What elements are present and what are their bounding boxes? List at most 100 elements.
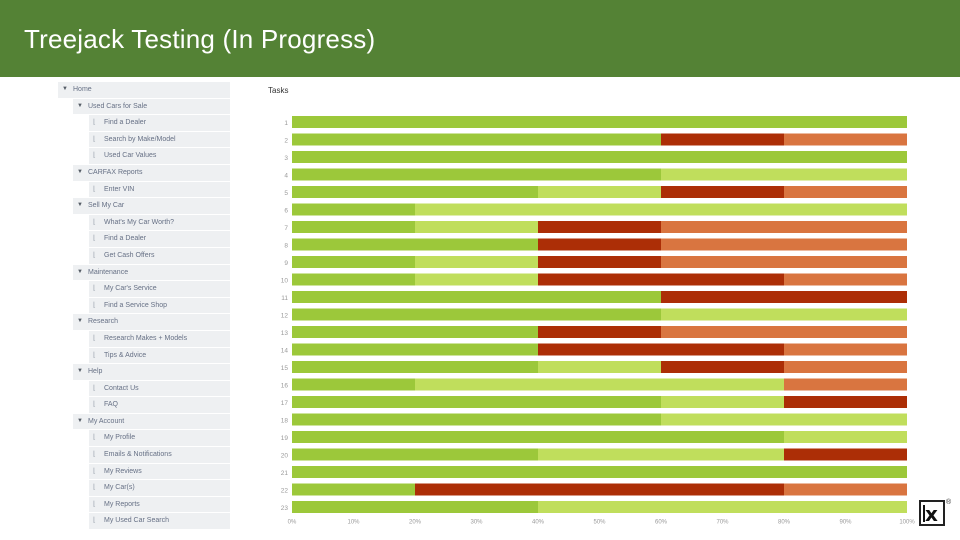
tree-leaf-row[interactable]: ⌊ Get Cash Offers: [89, 247, 230, 265]
tree-item-label: My Profile: [104, 434, 136, 442]
category-label: 11: [281, 295, 288, 302]
bar-segment: [784, 378, 907, 391]
ix-logo: x: [919, 500, 945, 526]
chevron-down-icon[interactable]: ▼: [77, 202, 83, 209]
chevron-down-icon[interactable]: ▼: [77, 368, 83, 375]
bar-segment: [292, 326, 538, 338]
bar-segment: [292, 396, 661, 408]
tree-folder-row[interactable]: ▼ CARFAX Reports: [73, 164, 230, 182]
tree-leaf-row[interactable]: ⌊ FAQ: [89, 397, 230, 414]
chevron-down-icon[interactable]: ▼: [77, 168, 83, 175]
leaf-icon: ⌊: [93, 500, 96, 508]
category-label: 1: [284, 120, 288, 127]
x-tick-label: 50%: [593, 520, 606, 526]
tree-leaf-row[interactable]: ⌊ Search by Make/Model: [89, 131, 230, 149]
tree-item-label: My Reports: [104, 500, 140, 508]
bar-segment: [292, 361, 538, 373]
bar-segment: [661, 308, 907, 321]
tree-item-label: Find a Dealer: [104, 119, 147, 127]
bar-segment: [538, 326, 661, 338]
bar-segment: [292, 168, 661, 181]
bar-segment: [784, 133, 907, 146]
chevron-down-icon[interactable]: ▼: [77, 318, 83, 325]
category-label: 2: [284, 138, 288, 145]
bar-segment: [661, 238, 907, 251]
bar-segment: [784, 186, 907, 198]
bar-segment: [292, 466, 907, 478]
bar-segment: [292, 483, 415, 496]
category-label: 5: [284, 190, 288, 197]
bar-segment: [661, 221, 907, 233]
tree-leaf-row[interactable]: ⌊ Enter VIN: [89, 181, 230, 199]
tree-folder-row[interactable]: ▼ Sell My Car: [73, 198, 230, 215]
tree-item-label: Find a Service Shop: [104, 301, 168, 309]
leaf-icon: ⌊: [93, 451, 96, 459]
chevron-down-icon[interactable]: ▼: [77, 417, 83, 424]
chevron-down-icon[interactable]: ▼: [77, 102, 83, 109]
tree-item-label: Research: [88, 318, 118, 326]
leaf-icon: ⌊: [93, 235, 96, 243]
tree-item-label: Contact Us: [104, 384, 139, 392]
tree-item-label: Tips & Advice: [104, 351, 147, 359]
tree-leaf-row[interactable]: ⌊ Find a Dealer: [89, 115, 230, 132]
leaf-icon: ⌊: [93, 384, 96, 392]
bar-segment: [784, 448, 907, 461]
x-tick-label: 10%: [347, 520, 360, 526]
bar-segment: [538, 273, 784, 286]
bar-segment: [784, 483, 907, 496]
x-tick-label: 80%: [778, 520, 791, 526]
category-label: 9: [284, 260, 288, 267]
tree-leaf-row[interactable]: ⌊ Tips & Advice: [89, 347, 230, 365]
bar-segment: [538, 186, 661, 198]
bar-segment: [292, 116, 907, 128]
tree-leaf-row[interactable]: ⌊ What's My Car Worth?: [89, 214, 230, 232]
bar-segment: [784, 431, 907, 443]
tree-folder-row[interactable]: ▼ Research: [73, 314, 230, 331]
leaf-icon: ⌊: [93, 251, 96, 259]
tree-item-label: Home: [73, 86, 92, 93]
bar-segment: [661, 326, 907, 338]
category-label: 16: [281, 383, 289, 390]
tree-leaf-row[interactable]: ⌊ My Car's Service: [89, 281, 230, 298]
tree-leaf-row[interactable]: ⌊ Contact Us: [89, 380, 230, 398]
tree-leaf-row[interactable]: ⌊ My Car(s): [89, 480, 230, 497]
tree-leaf-row[interactable]: ⌊ Research Makes + Models: [89, 330, 230, 348]
tree-leaf-row[interactable]: ⌊ My Reviews: [89, 463, 230, 481]
leaf-icon: ⌊: [93, 152, 96, 160]
bar-segment: [538, 361, 661, 373]
tree-leaf-row[interactable]: ⌊ Find a Dealer: [89, 231, 230, 248]
bar-segment: [784, 396, 907, 408]
tree-folder-row[interactable]: ▼ Used Cars for Sale: [73, 98, 230, 116]
tree-folder-row[interactable]: ▼ My Account: [73, 413, 230, 431]
tree-item-label: Maintenance: [88, 268, 129, 276]
category-label: 3: [284, 155, 288, 162]
tree-leaf-row[interactable]: ⌊ My Reports: [89, 496, 230, 514]
chevron-down-icon[interactable]: ▼: [62, 86, 68, 92]
x-tick-label: 100%: [899, 520, 915, 526]
tree-item-label: Used Cars for Sale: [88, 102, 148, 110]
tree-item-label: Research Makes + Models: [104, 334, 188, 342]
bar-segment: [292, 378, 415, 391]
tree-folder-row[interactable]: ▼ Home: [58, 82, 230, 99]
leaf-icon: ⌊: [93, 351, 96, 359]
leaf-icon: ⌊: [93, 135, 96, 143]
tree-item-label: Emails & Notifications: [104, 451, 172, 459]
leaf-icon: ⌊: [93, 334, 96, 342]
tree-leaf-row[interactable]: ⌊ My Profile: [89, 430, 230, 448]
tree-leaf-row[interactable]: ⌊ My Used Car Search: [89, 513, 230, 531]
chevron-down-icon[interactable]: ▼: [77, 268, 83, 275]
category-label: 6: [284, 208, 288, 215]
tree-leaf-row[interactable]: ⌊ Used Car Values: [89, 148, 230, 165]
bar-segment: [292, 501, 538, 513]
tree-item-label: My Car's Service: [104, 285, 157, 293]
bar-segment: [292, 273, 415, 286]
tree-leaf-row[interactable]: ⌊ Emails & Notifications: [89, 447, 230, 464]
tree-leaf-row[interactable]: ⌊ Find a Service Shop: [89, 297, 230, 315]
leaf-icon: ⌊: [93, 185, 96, 193]
tree-folder-row[interactable]: ▼ Maintenance: [73, 264, 230, 282]
bar-segment: [292, 431, 784, 443]
tree-folder-row[interactable]: ▼ Help: [73, 364, 230, 381]
leaf-icon: ⌊: [93, 285, 96, 293]
category-label: 20: [281, 453, 289, 460]
page-title: Treejack Testing (In Progress): [24, 24, 376, 54]
